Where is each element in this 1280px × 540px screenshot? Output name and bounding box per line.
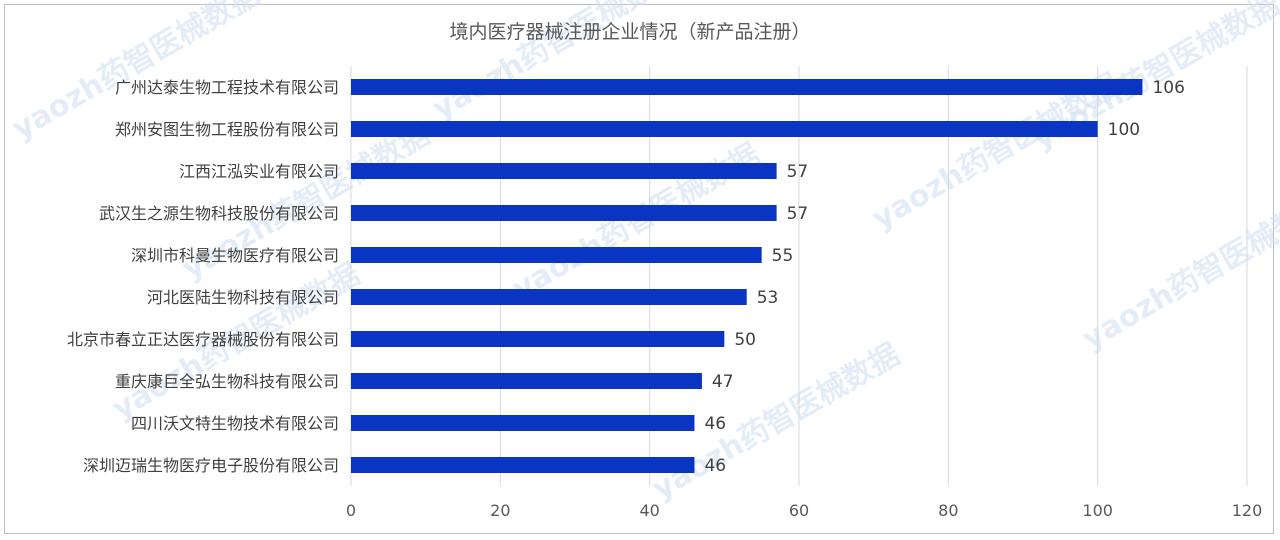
x-tick-label: 40: [639, 501, 659, 520]
x-tick-label: 60: [789, 501, 809, 520]
data-label: 53: [757, 288, 779, 308]
bar: [351, 205, 777, 221]
category-label: 河北医陆生物科技有限公司: [147, 288, 339, 307]
bar: [351, 289, 747, 305]
category-label: 广州达泰生物工程技术有限公司: [115, 78, 339, 97]
data-label: 55: [772, 246, 794, 266]
data-label: 46: [704, 456, 726, 476]
category-label: 深圳市科曼生物医疗有限公司: [131, 246, 339, 265]
x-tick-label: 20: [490, 501, 510, 520]
category-label: 郑州安图生物工程股份有限公司: [115, 120, 339, 139]
bar: [351, 121, 1098, 137]
watermark-text: yaozh药智医械数据: [1077, 187, 1280, 357]
category-labels: 广州达泰生物工程技术有限公司郑州安图生物工程股份有限公司江西江泓实业有限公司武汉…: [67, 78, 339, 475]
data-label: 57: [787, 162, 809, 182]
bars: [351, 79, 1143, 473]
bar: [351, 457, 695, 473]
data-labels: 106 100 57 57 55 53 50 47 46 46: [704, 78, 1184, 476]
bar: [351, 163, 777, 179]
data-label: 100: [1108, 120, 1140, 140]
category-label: 四川沃文特生物技术有限公司: [131, 414, 339, 433]
data-label: 46: [704, 414, 726, 434]
bar: [351, 415, 695, 431]
x-axis-ticks: 0 20 40 60 80 100 120: [346, 501, 1262, 520]
category-label: 北京市春立正达医疗器械股份有限公司: [67, 330, 339, 349]
category-label: 江西江泓实业有限公司: [179, 162, 339, 181]
data-label: 106: [1152, 78, 1184, 98]
category-label: 武汉生之源生物科技股份有限公司: [99, 204, 339, 223]
category-label: 重庆康巨全弘生物科技有限公司: [115, 372, 339, 391]
bar: [351, 79, 1143, 95]
bar: [351, 331, 725, 347]
chart-title: 境内医疗器械注册企业情况（新产品注册）: [449, 21, 810, 43]
bar: [351, 247, 762, 263]
data-label: 47: [712, 372, 734, 392]
x-tick-label: 80: [938, 501, 958, 520]
x-tick-label: 100: [1082, 501, 1113, 520]
watermark-text: yaozh药智医械数据: [507, 137, 766, 307]
bar: [351, 373, 702, 389]
data-label: 57: [787, 204, 809, 224]
data-label: 50: [734, 330, 756, 350]
watermark-text: yaozh药智医械数据: [427, 0, 686, 127]
x-tick-label: 120: [1232, 501, 1263, 520]
x-tick-label: 0: [346, 501, 356, 520]
category-label: 深圳迈瑞生物医疗电子股份有限公司: [83, 456, 339, 475]
